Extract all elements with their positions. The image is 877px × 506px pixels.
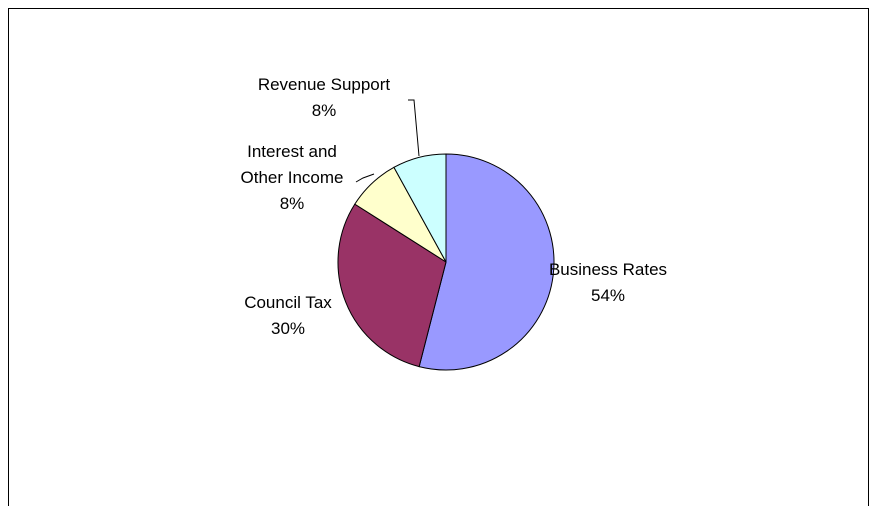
slice-value-council-tax: 30% [271,319,305,338]
slice-labels: Business Rates 54% Council Tax 30% Inter… [241,75,668,338]
pie-slice-council-tax [337,203,447,368]
slice-label-business-rates: Business Rates [549,260,667,279]
leader-line-revenue-support [408,99,420,157]
pie-slice-business-rates [418,153,555,371]
slice-label-revenue-support: Revenue Support [258,75,391,94]
slice-label-council-tax: Council Tax [244,293,332,312]
slice-label-interest-line2: Other Income [241,168,344,187]
leader-line-interest-other-income [355,173,375,183]
chart-frame [8,8,869,506]
slice-label-interest-line1: Interest and [247,142,337,161]
slice-value-interest: 8% [280,194,305,213]
pie-slices [337,153,555,371]
pie-slice-revenue-support [393,153,447,263]
leader-lines [355,99,420,183]
slice-value-business-rates: 54% [591,286,625,305]
slice-value-revenue-support: 8% [312,101,337,120]
